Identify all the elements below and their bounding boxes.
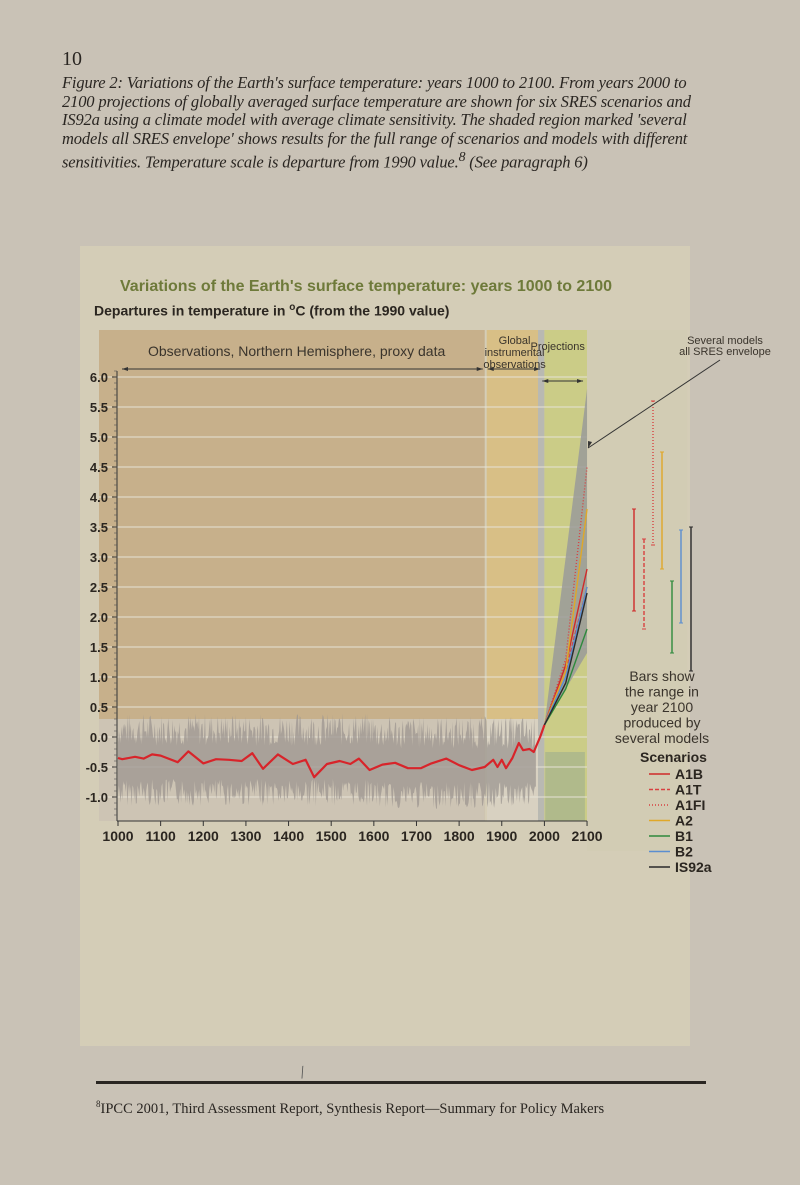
scenario-line-b1 bbox=[543, 628, 588, 726]
projections-lower-fade bbox=[545, 752, 585, 821]
label-envelope: all SRES envelope bbox=[679, 346, 771, 358]
bars-note-line: the range in bbox=[625, 684, 699, 700]
y-tick-label: 6.0 bbox=[90, 370, 108, 385]
x-tick-label: 2100 bbox=[571, 828, 602, 844]
arrow-instrumental-span-head bbox=[534, 367, 541, 371]
y-label-post: C (from the 1990 value) bbox=[295, 302, 450, 319]
legend-label-b1: B1 bbox=[675, 828, 693, 844]
legend-label-b2: B2 bbox=[675, 844, 693, 860]
label-proxy: Observations, Northern Hemisphere, proxy… bbox=[148, 343, 445, 359]
x-tick-label: 1600 bbox=[358, 828, 389, 844]
label-instrumental: Global bbox=[499, 335, 531, 347]
scenario-line-b2 bbox=[543, 586, 588, 726]
y-tick-label: 3.5 bbox=[90, 520, 108, 535]
y-tick-label: 5.5 bbox=[90, 400, 108, 415]
scenario-line-is92a bbox=[543, 592, 588, 726]
y-tick-label: 1.5 bbox=[90, 640, 108, 655]
y-tick-label: 1.0 bbox=[90, 670, 108, 685]
legend-label-a1fi: A1FI bbox=[675, 797, 705, 813]
y-tick-label: 5.0 bbox=[90, 430, 108, 445]
arrow-proxy-span-head bbox=[122, 367, 128, 371]
scenario-lines bbox=[543, 466, 588, 726]
x-tick-label: 1800 bbox=[444, 828, 475, 844]
chart-y-label: Departures in temperature in oC (from th… bbox=[94, 302, 449, 319]
x-tick-label: 1700 bbox=[401, 828, 432, 844]
label-instrumental: instrumental bbox=[485, 347, 545, 359]
scenario-line-a1fi bbox=[543, 466, 588, 726]
y-tick-label: -1.0 bbox=[86, 790, 108, 805]
y-tick-label: 4.0 bbox=[90, 490, 108, 505]
y-tick-label: 2.5 bbox=[90, 580, 108, 595]
x-tick-label: 1000 bbox=[102, 828, 133, 844]
region-envelope-label bbox=[587, 330, 688, 851]
legend-label-a1b: A1B bbox=[675, 766, 703, 782]
x-tick-label: 1300 bbox=[230, 828, 261, 844]
bars-note-line: produced by bbox=[623, 715, 700, 731]
legend-title: Scenarios bbox=[640, 749, 707, 765]
page-number: 10 bbox=[62, 48, 82, 70]
footnote: 8IPCC 2001, Third Assessment Report, Syn… bbox=[96, 1099, 604, 1118]
scenario-line-a2 bbox=[543, 508, 588, 726]
caption-footnote-ref: 8 bbox=[458, 149, 466, 164]
caption-text: Figure 2: Variations of the Earth's surf… bbox=[62, 73, 691, 172]
bars-note-line: Bars show bbox=[629, 668, 695, 684]
observed-smoothed-line bbox=[117, 724, 546, 779]
y-tick-label: 3.0 bbox=[90, 550, 108, 565]
y-tick-label: 0.0 bbox=[90, 730, 108, 745]
range-bars-2100 bbox=[632, 400, 693, 672]
arrow-instrumental-span-head bbox=[487, 367, 494, 371]
figure-caption: Figure 2: Variations of the Earth's surf… bbox=[62, 73, 702, 172]
x-tick-label: 1100 bbox=[145, 828, 176, 844]
x-tick-label: 1400 bbox=[273, 828, 304, 844]
chart-gridlines bbox=[99, 376, 588, 798]
footnote-marker: 8 bbox=[96, 1099, 101, 1109]
legend-label-a2: A2 bbox=[675, 813, 693, 829]
x-tick-label: 1500 bbox=[316, 828, 347, 844]
label-projections: Projections bbox=[531, 341, 586, 353]
bars-note-line: several models bbox=[615, 730, 709, 746]
proxy-annual-band-shape bbox=[118, 713, 536, 809]
x-tick-label: 1900 bbox=[486, 828, 517, 844]
legend-label-a1t: A1T bbox=[675, 782, 702, 798]
label-envelope: Several models bbox=[687, 335, 763, 347]
y-tick-label: 4.5 bbox=[90, 460, 108, 475]
proxy-annual-band bbox=[118, 713, 536, 809]
legend-label-is92a: IS92a bbox=[675, 859, 712, 875]
y-tick-label: 0.5 bbox=[90, 700, 108, 715]
x-tick-label: 2000 bbox=[529, 828, 560, 844]
y-tick-label: -0.5 bbox=[86, 760, 108, 775]
arrow-projections-span-head bbox=[542, 379, 549, 383]
x-tick-label: 1200 bbox=[188, 828, 219, 844]
bars-note-line: year 2100 bbox=[631, 699, 693, 715]
arrow-projections-span-head bbox=[577, 379, 584, 383]
observed-line bbox=[117, 724, 546, 779]
envelope-pointer-head bbox=[588, 441, 593, 448]
y-tick-label: 2.0 bbox=[90, 610, 108, 625]
footnote-text: IPCC 2001, Third Assessment Report, Synt… bbox=[100, 1100, 605, 1117]
envelope-pointer bbox=[587, 359, 721, 449]
chart-title: Variations of the Earth's surface temper… bbox=[120, 278, 613, 295]
caption-tail: (See paragraph 6) bbox=[465, 152, 588, 172]
footnote-rule bbox=[96, 1081, 706, 1084]
y-label-pre: Departures in temperature in bbox=[94, 302, 290, 319]
region-gap bbox=[538, 330, 545, 821]
label-instrumental: observations bbox=[483, 359, 546, 371]
y-label-degree: o bbox=[289, 302, 296, 313]
arrow-proxy-span-head bbox=[476, 367, 483, 371]
region-labels: Observations, Northern Hemisphere, proxy… bbox=[122, 335, 771, 875]
chart-axes: 6.0 5.5 5.0 4.5 4.0 3.5 3.0 2.5 2.0 1.5 1.0 0.5 0.0 -… bbox=[86, 370, 603, 844]
